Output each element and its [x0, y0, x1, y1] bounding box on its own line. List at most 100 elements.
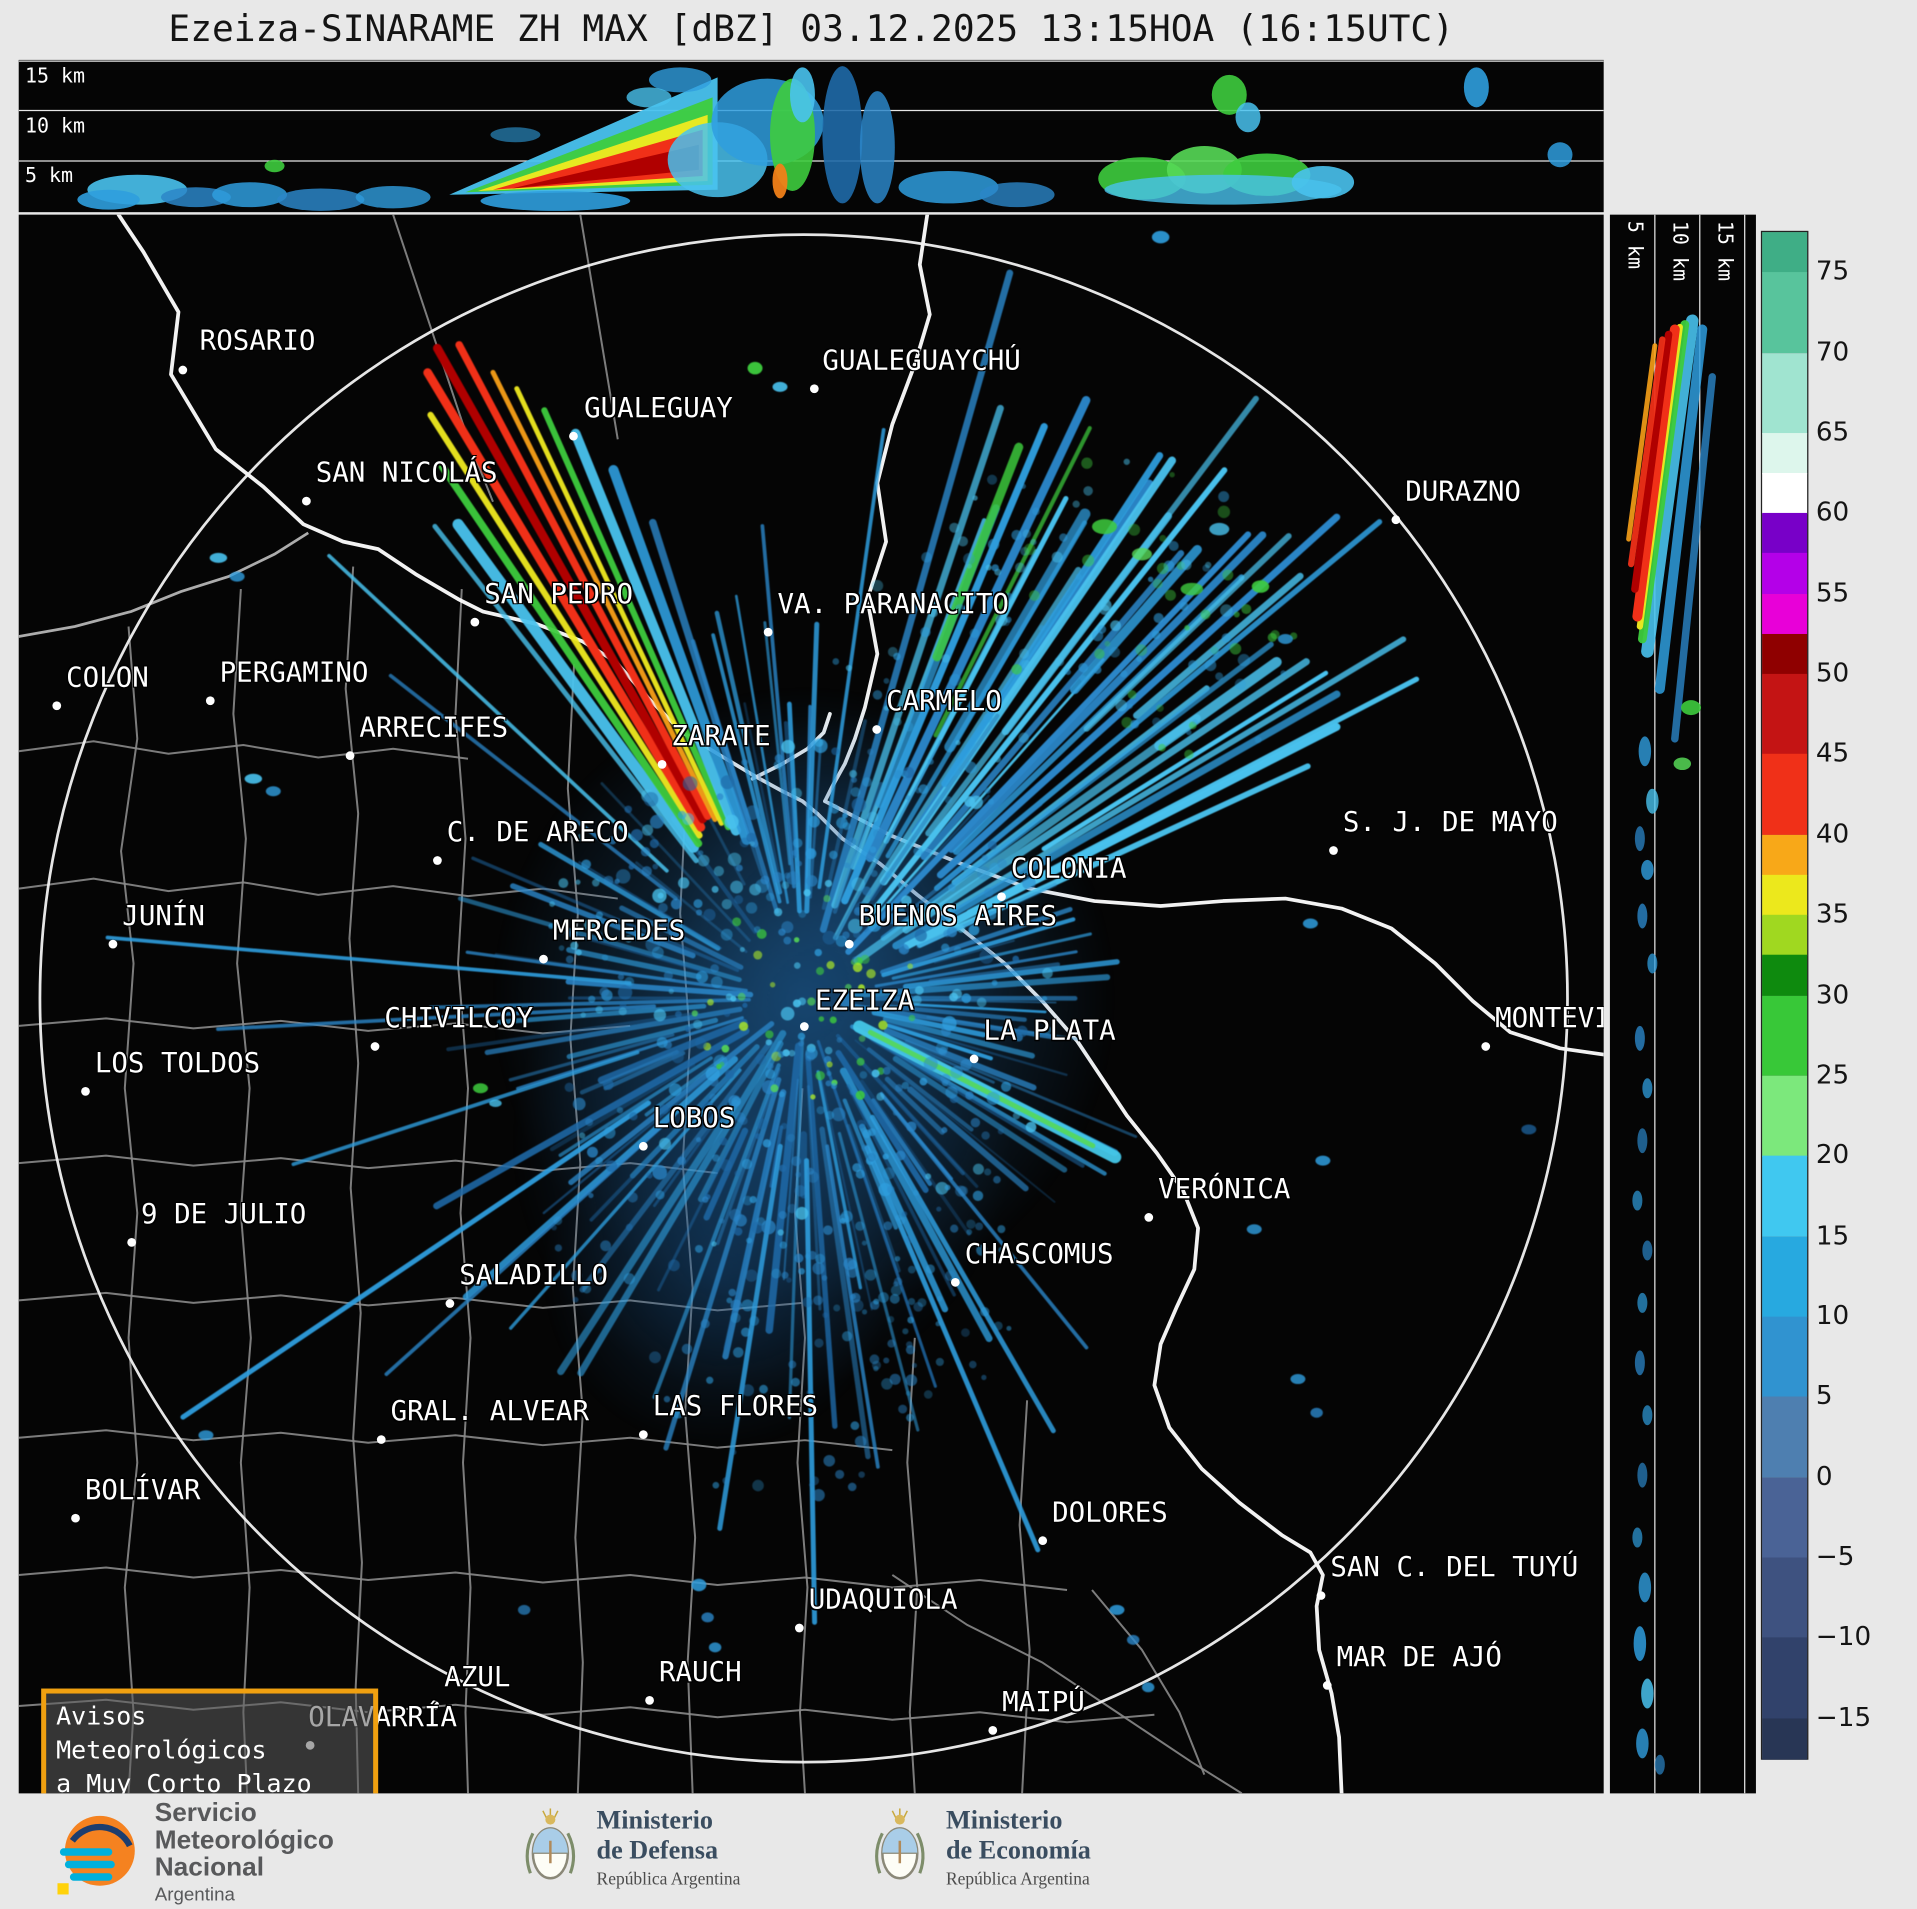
city-dot [302, 496, 311, 506]
smn-logo-group: Servicio Meteorológico Nacional Argentin… [57, 1799, 334, 1907]
city-dot [638, 1430, 648, 1439]
city-label: LAS FLORES [652, 1391, 819, 1423]
colorbar-segment [1762, 673, 1808, 756]
city-label: COLONIA [1010, 853, 1127, 885]
city-label: SAN C. DEL TUYÚ [1330, 1552, 1579, 1584]
city-dot [178, 365, 188, 375]
altitude-label: 10 km [1668, 220, 1693, 282]
city-dot [345, 751, 355, 761]
city-label: 9 DE JULIO [141, 1199, 307, 1231]
colorbar-tick: 55 [1815, 577, 1850, 608]
radar-map-panel: ROSARIO GUALEGUAYCHÚ GUALEGUAY SAN NICOLÁS D… [18, 214, 1604, 1794]
city-dot [844, 939, 854, 949]
colorbar-segment [1762, 513, 1808, 555]
city-label: COLON [66, 662, 149, 694]
colorbar-tick: −5 [1815, 1541, 1855, 1572]
colorbar-segment [1762, 995, 1808, 1077]
city-label: CHIVILCOY [384, 1003, 534, 1035]
city-label: C. DE ARECO [446, 817, 629, 849]
colorbar-segment [1762, 1155, 1808, 1238]
city-label: MONTEVIDEO [1495, 1003, 1604, 1035]
city-label: EZEIZA [814, 985, 915, 1018]
city-label: GUALEGUAY [584, 393, 733, 425]
colorbar-tick: 60 [1815, 497, 1850, 528]
city-label: LOBOS [652, 1103, 736, 1135]
city-label: GRAL. ALVEAR [390, 1396, 589, 1428]
city-label: MAIPÚ [1002, 1687, 1085, 1719]
colorbar-tick: 20 [1815, 1139, 1850, 1170]
city-dot [950, 1277, 960, 1287]
city-label: CARMELO [886, 686, 1002, 718]
city-dot [127, 1238, 137, 1247]
city-dot [108, 939, 118, 949]
city-dot [81, 1087, 90, 1096]
city-dot [470, 617, 480, 627]
city-label: VA. PARANACITO [777, 589, 1009, 621]
city-label: SAN NICOLÁS [315, 458, 498, 490]
city-dot [376, 1435, 386, 1444]
colorbar-segment [1762, 633, 1808, 675]
smn-wordmark-line: Meteorológico [154, 1825, 334, 1855]
colorbar-tick: 35 [1815, 898, 1850, 929]
city-dot [763, 627, 773, 637]
top-cross-section-canvas [18, 60, 1604, 211]
city-dot [1481, 1042, 1491, 1051]
city-dot [997, 892, 1006, 902]
smn-logo-icon [57, 1815, 135, 1895]
colorbar-segment [1762, 754, 1808, 836]
city-layer: ROSARIO GUALEGUAYCHÚ GUALEGUAY SAN NICOLÁS D… [19, 215, 1604, 1794]
dbz-colorbar [1760, 230, 1809, 1760]
city-dot [430, 1701, 440, 1710]
colorbar-segment [1762, 914, 1808, 956]
altitude-label: 10 km [24, 113, 86, 138]
right-cross-section-canvas [1626, 214, 1746, 1794]
city-label: VERÓNICA [1158, 1174, 1291, 1206]
colorbar-tick: 75 [1815, 256, 1850, 287]
altitude-label: 5 km [1623, 220, 1648, 269]
colorbar-segment [1762, 352, 1808, 434]
colorbar-tick: 50 [1815, 657, 1850, 688]
colorbar-segment [1762, 593, 1808, 635]
city-label: DOLORES [1052, 1497, 1168, 1529]
city-label: LOS TOLDOS [94, 1048, 261, 1080]
city-dot [370, 1042, 380, 1051]
colorbar-segment [1762, 955, 1808, 997]
radar-echo-canvas [105, 230, 1537, 1693]
colorbar-segment [1762, 473, 1808, 515]
city-dot [1038, 1536, 1048, 1546]
smn-wordmark-line: Nacional [154, 1853, 264, 1882]
colorbar-tick: 45 [1815, 738, 1850, 769]
colorbar-segment [1762, 874, 1808, 916]
city-dot [638, 1141, 648, 1151]
city-dot [1329, 846, 1338, 855]
colorbar-tick: −10 [1815, 1621, 1872, 1652]
colorbar-segment [1762, 1075, 1808, 1157]
colorbar-tick: 15 [1815, 1220, 1850, 1250]
colorbar-tick: 0 [1815, 1461, 1833, 1491]
altitude-label: 15 km [1713, 220, 1738, 282]
colorbar-tick: −15 [1815, 1702, 1872, 1732]
colorbar-segment [1762, 1557, 1808, 1639]
colorbar-segment [1762, 1477, 1808, 1559]
city-dot [205, 696, 215, 706]
cross-section-right-panel: 5 km 10 km 15 km [1609, 214, 1756, 1794]
city-label: DURAZNO [1405, 476, 1521, 508]
city-label: CHASCOMUS [964, 1239, 1114, 1271]
city-dot [1316, 1591, 1326, 1600]
city-dot [433, 856, 442, 865]
colorbar-segment [1762, 834, 1808, 876]
defensa-dept: de Defensa [596, 1834, 719, 1865]
city-label: MERCEDES [552, 916, 686, 948]
city-dot [569, 431, 578, 441]
city-label: ROSARIO [199, 325, 316, 357]
defensa-emblem-icon [525, 1807, 576, 1879]
city-dot [988, 1725, 998, 1735]
colorbar-segment [1762, 232, 1808, 274]
colorbar-segment [1762, 1396, 1808, 1478]
city-dot [969, 1054, 979, 1064]
city-dot [872, 725, 882, 734]
city-label: S. J. DE MAYO [1342, 807, 1558, 839]
warning-line1: Avisos Meteorológicos [56, 1701, 267, 1765]
colorbar-segment [1762, 272, 1808, 354]
